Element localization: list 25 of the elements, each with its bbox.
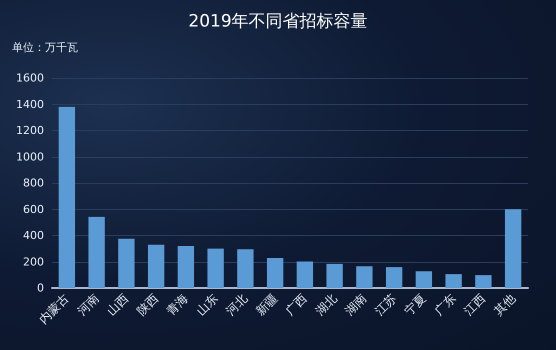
x-tick-label: 湖北	[312, 291, 340, 318]
y-tick-label: 1600	[16, 72, 44, 84]
x-tick-label: 江苏	[372, 291, 400, 318]
y-tick-label: 1000	[16, 150, 44, 164]
x-tick-label: 山西	[104, 291, 132, 318]
x-tick-label: 青海	[164, 291, 191, 318]
x-tick-label: 广西	[282, 291, 310, 318]
y-tick-label: 1400	[16, 98, 44, 111]
y-axis-title: 单位：万千瓦	[12, 41, 78, 54]
chart-title: 2019年不同省招标容量	[188, 12, 368, 32]
x-tick-label: 广东	[432, 291, 459, 318]
x-tick-label: 河北	[223, 291, 250, 318]
x-tick-label: 河南	[74, 291, 102, 318]
y-tick-label: 400	[23, 229, 44, 242]
x-tick-label: 湖南	[342, 291, 370, 318]
x-tick-label: 其他	[491, 291, 518, 318]
x-tick-label: 山东	[194, 291, 221, 318]
x-tick-label: 江西	[461, 291, 488, 318]
y-tick-label: 800	[23, 176, 44, 190]
x-tick-label: 新疆	[253, 291, 280, 318]
x-tick-label: 宁夏	[402, 291, 429, 318]
x-tick-label: 陕西	[134, 291, 162, 318]
y-tick-label: 200	[23, 255, 44, 268]
y-tick-label: 600	[23, 202, 44, 216]
y-tick-label: 1200	[16, 124, 44, 137]
